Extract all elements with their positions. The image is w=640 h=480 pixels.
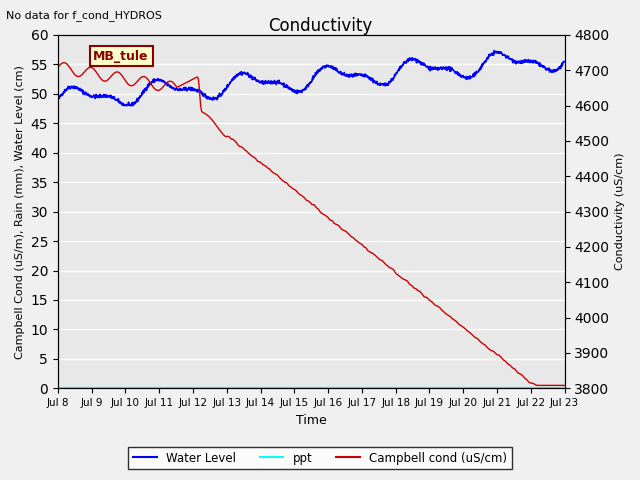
Text: Conductivity: Conductivity	[268, 17, 372, 35]
Text: No data for f_cond_HYDROS: No data for f_cond_HYDROS	[6, 10, 163, 21]
Legend: Water Level, ppt, Campbell cond (uS/cm): Water Level, ppt, Campbell cond (uS/cm)	[128, 447, 512, 469]
Text: MB_tule: MB_tule	[93, 49, 149, 62]
Y-axis label: Campbell Cond (uS/m), Rain (mm), Water Level (cm): Campbell Cond (uS/m), Rain (mm), Water L…	[15, 65, 25, 359]
X-axis label: Time: Time	[296, 414, 326, 427]
Y-axis label: Conductivity (uS/cm): Conductivity (uS/cm)	[615, 153, 625, 270]
